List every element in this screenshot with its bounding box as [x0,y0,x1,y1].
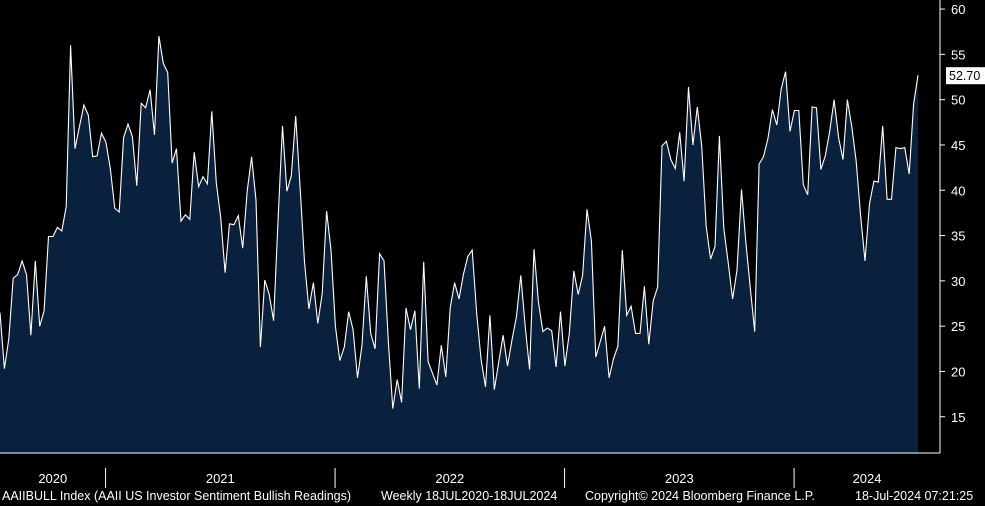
y-tick-label: 35 [951,229,965,244]
footer-copyright: Copyright© 2024 Bloomberg Finance L.P. [585,489,815,503]
bullish-readings-line [0,36,919,409]
y-tick-label: 40 [951,183,965,198]
y-tick-label: 20 [951,364,965,379]
footer-ticker: AAIIBULL Index (AAII US Investor Sentime… [2,489,352,503]
x-tick-label: 2023 [665,471,694,486]
x-tick-label: 2024 [853,471,882,486]
y-tick-label: 25 [951,319,965,334]
bullish-readings-area [0,36,918,453]
y-tick-label: 45 [951,138,965,153]
y-axis: 15 20 25 30 35 40 45 50 55 60 [939,0,965,453]
last-value-text: 52.70 [949,69,980,83]
x-tick-label: 2020 [38,471,67,486]
footer-range: Weekly 18JUL2020-18JUL2024 [381,489,558,503]
y-tick-label: 15 [951,410,965,425]
y-tick-label: 60 [951,2,965,17]
y-tick-label: 55 [951,47,965,62]
x-tick-label: 2021 [206,471,235,486]
x-tick-label: 2022 [435,471,464,486]
footer-timestamp: 18-Jul-2024 07:21:25 [855,489,974,503]
x-axis: 2020 2021 2022 2023 2024 [0,452,940,488]
y-tick-label: 30 [951,274,965,289]
last-value-box [946,67,985,85]
y-tick-label: 50 [951,93,965,108]
last-value-label: 52.70 [946,67,985,85]
